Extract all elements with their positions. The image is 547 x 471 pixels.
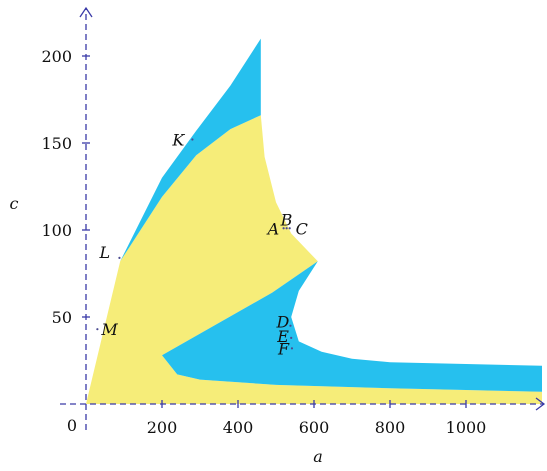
point-label-c: C [296, 219, 308, 238]
y-tick-label: 150 [41, 134, 72, 153]
x-tick-label: 800 [375, 418, 406, 437]
x-tick-label: 600 [299, 418, 330, 437]
point-marker [285, 227, 288, 230]
region-yellow-0 [86, 115, 542, 404]
point-marker [289, 324, 292, 327]
point-marker [290, 336, 293, 339]
point-label-b: B [280, 210, 293, 229]
point-marker [191, 138, 194, 141]
x-axis-arrow [535, 397, 546, 411]
point-marker [282, 227, 285, 230]
point-marker [290, 347, 294, 350]
x-axis-title: a [313, 447, 323, 466]
chart-points: A B C DEF K L M [96, 131, 308, 358]
y-tick-label: 100 [41, 221, 72, 240]
region-blue-1 [120, 38, 261, 262]
region-blue-2 [162, 261, 542, 392]
y-axis-title: c [10, 194, 19, 213]
y-axis-arrow [79, 6, 93, 18]
point-label-a: A [266, 219, 280, 238]
y-tick-label: 50 [52, 308, 72, 327]
y-tick-label: 200 [41, 47, 72, 66]
point-label-l: L [98, 243, 110, 262]
x-tick-label: 200 [147, 418, 178, 437]
origin-label: 0 [67, 416, 77, 435]
point-label-f: F [277, 339, 290, 358]
point-label-k: K [171, 131, 185, 150]
point-label-d: D [275, 313, 289, 332]
point-marker [96, 328, 99, 331]
chart-regions [86, 38, 542, 404]
point-marker [118, 256, 121, 259]
chart-axes [60, 6, 546, 430]
point-label-e: E [276, 327, 289, 346]
x-tick-label: 400 [223, 418, 254, 437]
point-label-m: M [100, 320, 118, 339]
point-marker [288, 227, 291, 230]
x-tick-label: 1000 [446, 418, 487, 437]
chart-ticks: 200 400 600 800 1000 50 100 150 200 [41, 47, 486, 437]
